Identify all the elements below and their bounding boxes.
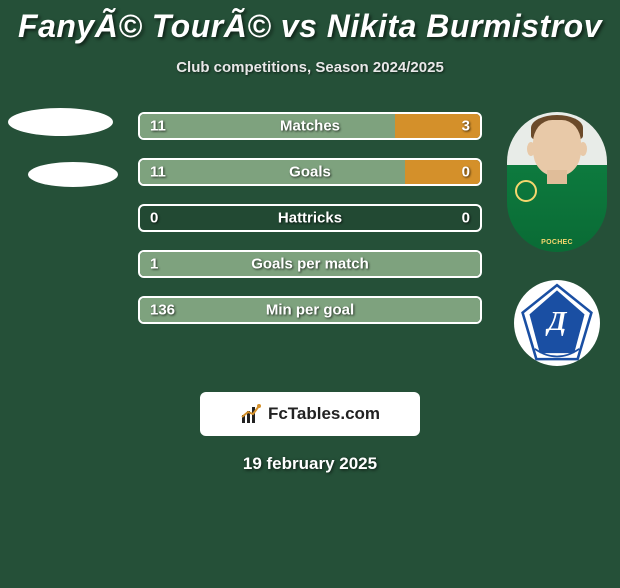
- stat-bars: 113Matches110Goals00Hattricks1Goals per …: [138, 112, 482, 342]
- brand-text: FcTables.com: [268, 404, 380, 424]
- date-text: 19 february 2025: [0, 454, 620, 474]
- stat-value-left: 11: [150, 164, 166, 181]
- stat-row: 110Goals: [138, 158, 482, 186]
- page-subtitle: Club competitions, Season 2024/2025: [0, 59, 620, 76]
- stat-value-left: 136: [150, 302, 175, 319]
- player-left-photo-placeholder: [8, 108, 113, 136]
- player-left-column: [0, 112, 130, 187]
- player-right-column: POCHEC Д: [502, 112, 612, 366]
- stat-bar-left: [140, 160, 405, 184]
- stat-value-right: 0: [462, 210, 470, 227]
- player-right-photo: POCHEC: [507, 112, 607, 252]
- stat-row: 0 0Hattricks: [138, 204, 482, 232]
- stat-value-right: 3: [462, 118, 470, 135]
- comparison-panel: 113Matches110Goals00Hattricks1Goals per …: [0, 112, 620, 372]
- page-title: FanyÃ© TourÃ© vs Nikita Burmistrov: [0, 8, 620, 45]
- brand-badge[interactable]: FcTables.com: [200, 392, 420, 436]
- chart-icon: [240, 403, 262, 425]
- stat-row: 136Min per goal: [138, 296, 482, 324]
- stat-bar-left: [140, 298, 480, 322]
- stat-row: 113Matches: [138, 112, 482, 140]
- stat-value-left: 0: [150, 210, 158, 227]
- svg-text:Д: Д: [545, 305, 568, 336]
- stat-value-left: 1: [150, 256, 158, 273]
- club-left-logo-placeholder: [28, 162, 118, 187]
- stat-label: Hattricks: [140, 210, 480, 227]
- club-right-logo: Д: [514, 280, 600, 366]
- stat-bar-left: [140, 114, 395, 138]
- stat-row: 1Goals per match: [138, 250, 482, 278]
- stat-value-right: 0: [462, 164, 470, 181]
- stat-value-left: 11: [150, 118, 166, 135]
- stat-bar-left: [140, 252, 480, 276]
